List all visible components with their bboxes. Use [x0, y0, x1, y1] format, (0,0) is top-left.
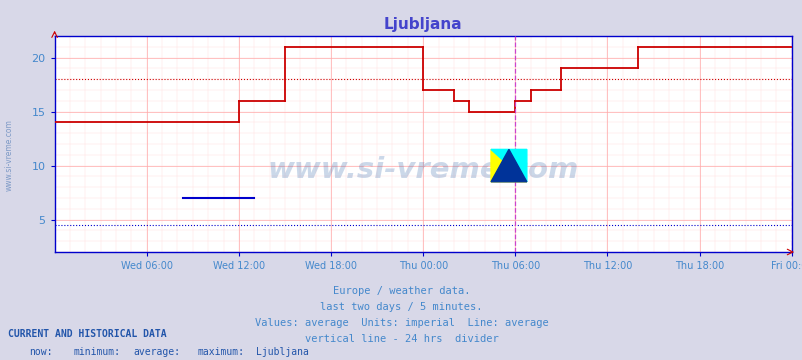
Polygon shape: [490, 149, 526, 182]
Text: Values: average  Units: imperial  Line: average: Values: average Units: imperial Line: av…: [254, 318, 548, 328]
Text: now:: now:: [29, 347, 52, 357]
Polygon shape: [490, 149, 526, 182]
Text: Ljubljana: Ljubljana: [256, 347, 309, 357]
Polygon shape: [490, 149, 526, 182]
Text: average:: average:: [133, 347, 180, 357]
Text: vertical line - 24 hrs  divider: vertical line - 24 hrs divider: [304, 334, 498, 344]
Title: Ljubljana: Ljubljana: [383, 17, 462, 32]
Text: maximum:: maximum:: [197, 347, 245, 357]
Text: www.si-vreme.com: www.si-vreme.com: [267, 156, 578, 184]
Text: Europe / weather data.: Europe / weather data.: [332, 286, 470, 296]
Text: www.si-vreme.com: www.si-vreme.com: [5, 119, 14, 191]
Text: CURRENT AND HISTORICAL DATA: CURRENT AND HISTORICAL DATA: [8, 329, 167, 339]
Text: last two days / 5 minutes.: last two days / 5 minutes.: [320, 302, 482, 312]
Text: minimum:: minimum:: [73, 347, 120, 357]
